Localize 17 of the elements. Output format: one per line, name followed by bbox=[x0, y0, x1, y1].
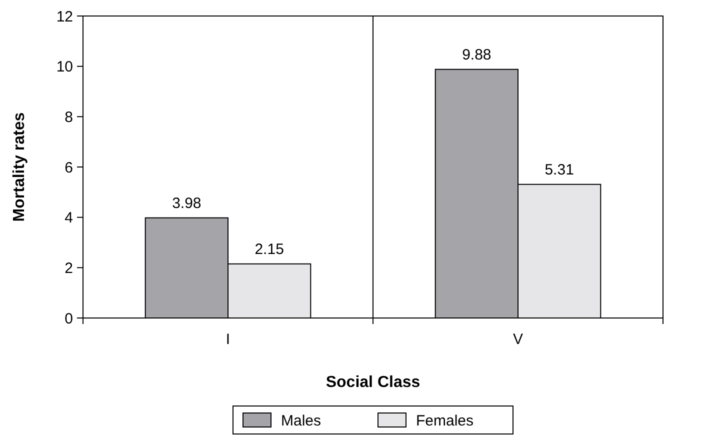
data-label: 5.31 bbox=[544, 161, 574, 178]
x-tick-label: V bbox=[512, 331, 524, 348]
x-tick-label: I bbox=[226, 331, 230, 348]
y-tick-label: 8 bbox=[64, 108, 73, 126]
y-tick-label: 12 bbox=[56, 8, 73, 26]
data-label: 9.88 bbox=[462, 46, 492, 64]
y-tick-label: 0 bbox=[64, 310, 73, 328]
y-tick-label: 10 bbox=[56, 58, 73, 76]
legend-label: Females bbox=[416, 412, 474, 430]
x-axis-title: Social Class bbox=[326, 374, 420, 391]
y-tick-label: 4 bbox=[64, 210, 73, 227]
y-tick-label: 2 bbox=[64, 260, 73, 277]
legend-label: Males bbox=[281, 412, 322, 430]
y-tick-label: 6 bbox=[64, 159, 73, 176]
y-axis-title: Mortality rates bbox=[11, 112, 28, 222]
data-label: 3.98 bbox=[172, 194, 202, 212]
data-label: 2.15 bbox=[254, 240, 284, 258]
